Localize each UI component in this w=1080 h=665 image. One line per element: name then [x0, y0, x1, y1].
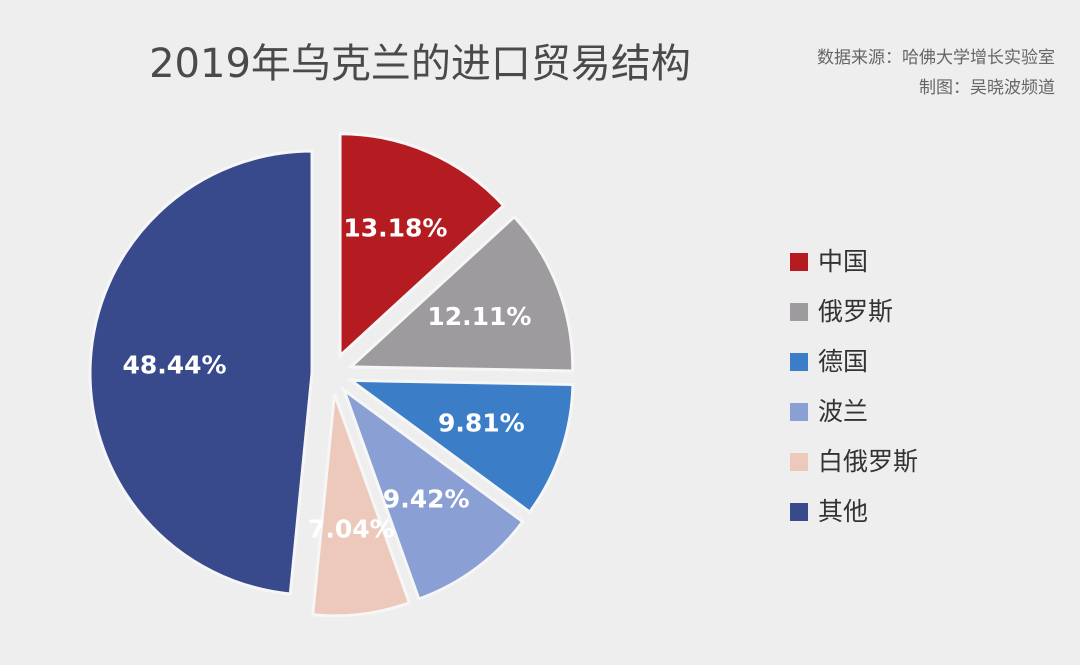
legend-swatch — [790, 453, 808, 471]
data-label: 12.11% — [427, 302, 531, 331]
pie-slice — [338, 132, 506, 360]
pie-slice — [346, 378, 575, 515]
pie-slice — [88, 149, 314, 596]
legend-label: 其他 — [818, 497, 868, 526]
pie-slice — [340, 385, 525, 601]
chart-title: 2019年乌克兰的进口贸易结构 — [149, 41, 691, 87]
data-label: 9.42% — [383, 484, 470, 513]
legend-swatch — [790, 503, 808, 521]
legend-label: 波兰 — [818, 397, 868, 426]
source-note: 数据来源：哈佛大学增长实验室 — [817, 48, 1055, 68]
credit-note: 制图：吴晓波频道 — [919, 78, 1055, 98]
legend-swatch — [790, 403, 808, 421]
data-label: 7.04% — [308, 514, 395, 543]
data-label: 9.81% — [438, 409, 525, 438]
legend-label: 白俄罗斯 — [818, 447, 918, 476]
legend-label: 俄罗斯 — [818, 297, 893, 326]
data-label: 48.44% — [122, 350, 226, 379]
legend-label: 德国 — [818, 347, 868, 376]
data-label: 13.18% — [343, 214, 447, 243]
legend-swatch — [790, 253, 808, 271]
legend-label: 中国 — [818, 247, 868, 276]
legend-swatch — [790, 303, 808, 321]
pie-slice — [346, 214, 575, 373]
pie-slice — [311, 393, 412, 618]
legend-swatch — [790, 353, 808, 371]
